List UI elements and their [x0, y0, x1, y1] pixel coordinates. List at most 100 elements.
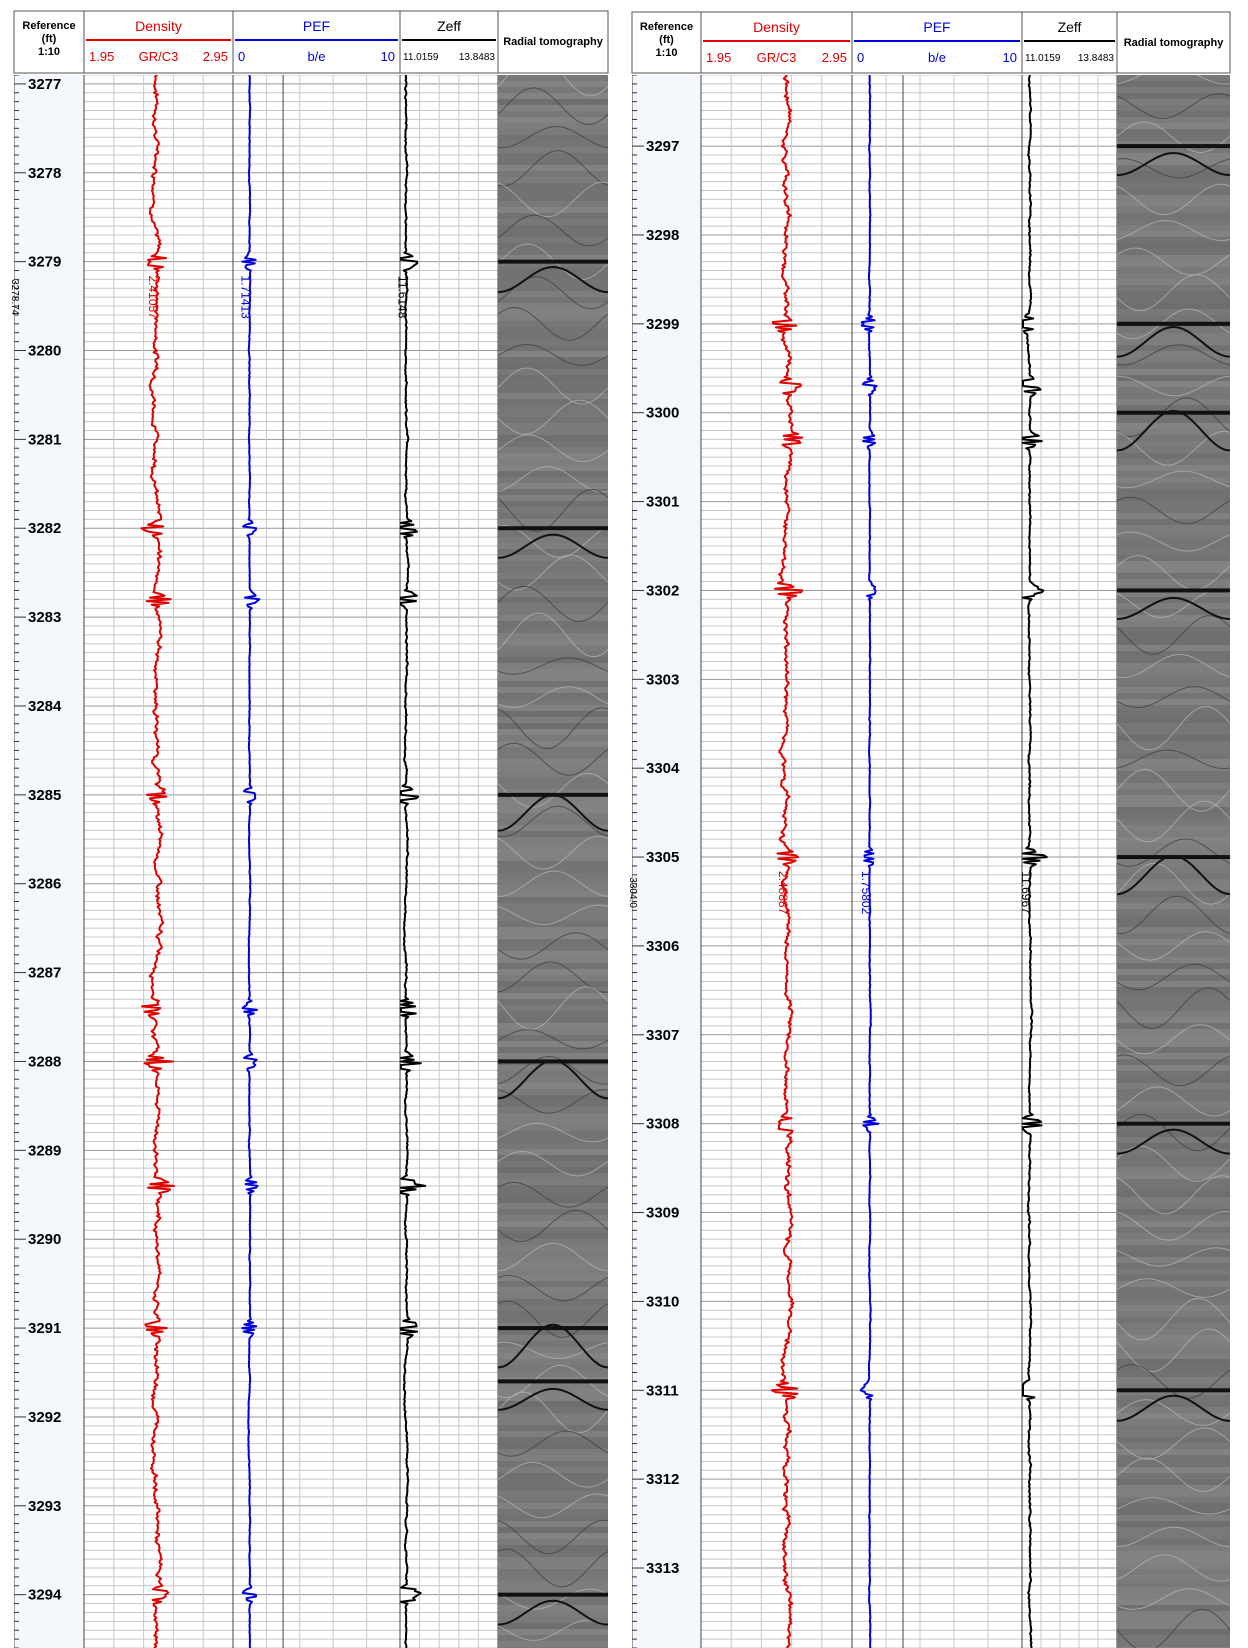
core-band: [1117, 141, 1230, 147]
core-band: [1117, 885, 1230, 891]
core-band: [1117, 1191, 1230, 1197]
core-band: [498, 603, 608, 609]
core-band: [498, 1071, 608, 1077]
core-band: [1117, 831, 1230, 837]
log-panel-left: Reference(ft)1:10 Density 1.95 GR/C3 2.95 PEF…: [9, 10, 609, 1648]
radial-tomography-image: [497, 75, 608, 1648]
core-band: [1117, 1047, 1230, 1053]
fracture-sine: [1116, 325, 1230, 358]
reference-unit: (ft): [42, 33, 57, 45]
core-band: [498, 1389, 608, 1395]
core-band: [1117, 357, 1230, 363]
core-band: [1117, 1023, 1230, 1029]
core-band: [498, 423, 608, 429]
core-band: [498, 753, 608, 759]
core-band: [1117, 705, 1230, 711]
density-readout: 2.48887: [776, 871, 790, 915]
core-band: [498, 309, 608, 315]
bedding-trace: [497, 466, 608, 493]
core-band: [498, 1137, 608, 1143]
core-band: [1117, 369, 1230, 375]
bedding-trace: [1116, 931, 1230, 961]
core-band: [1117, 813, 1230, 819]
core-band: [1117, 1155, 1230, 1161]
core-band: [498, 621, 608, 627]
core-band: [498, 117, 608, 123]
core-band: [1117, 609, 1230, 615]
bedding-trace: [497, 1391, 608, 1434]
core-band: [1117, 873, 1230, 879]
core-band: [1117, 387, 1230, 393]
core-band: [498, 1251, 608, 1257]
core-band: [498, 1107, 608, 1113]
core-band: [498, 1485, 608, 1491]
core-band: [498, 867, 608, 873]
depth-label-3277: 3277: [28, 76, 61, 93]
core-band: [498, 747, 608, 753]
log-body: 3297 3298 3299 3300 3301 3302 3303 3304 3305 3306…: [632, 75, 1230, 1648]
bedding-trace: [497, 1029, 608, 1050]
reference-column: [632, 75, 701, 1648]
core-band: [498, 723, 608, 729]
bedding-trace: [1116, 768, 1230, 812]
zeff-max-label: 13.8483: [1078, 53, 1115, 64]
core-band: [1117, 1509, 1230, 1515]
core-band: [498, 1269, 608, 1275]
core-band: [1117, 333, 1230, 339]
core-band: [1117, 801, 1230, 807]
core-band: [498, 183, 608, 189]
fracture-sine: [497, 1059, 608, 1100]
core-band: [498, 537, 608, 543]
depth-label-3288: 3288: [28, 1053, 61, 1070]
core-band: [1117, 1269, 1230, 1275]
core-band: [1117, 441, 1230, 447]
core-band: [1117, 1383, 1230, 1389]
core-band: [1117, 531, 1230, 537]
core-band: [498, 477, 608, 483]
core-band: [1117, 951, 1230, 957]
density-min-label: 1.95: [706, 50, 731, 65]
bedding-trace: [1116, 75, 1230, 85]
core-band: [498, 1191, 608, 1197]
core-band: [1117, 747, 1230, 753]
core-band: [498, 171, 608, 177]
reference-unit: (ft): [659, 34, 674, 46]
core-band: [498, 837, 608, 843]
core-band: [1117, 1215, 1230, 1221]
bedding-trace: [1116, 895, 1230, 935]
core-band: [1117, 255, 1230, 261]
core-band: [1117, 1431, 1230, 1437]
core-band: [1117, 213, 1230, 219]
core-band: [1117, 453, 1230, 459]
core-band: [498, 1635, 608, 1641]
core-band: [1117, 1449, 1230, 1455]
fracture-sine: [497, 793, 608, 832]
core-band: [498, 1419, 608, 1425]
core-band: [1117, 261, 1230, 267]
core-band: [498, 1575, 608, 1581]
core-band: [1117, 585, 1230, 591]
core-band: [1117, 837, 1230, 843]
core-band: [498, 1407, 608, 1413]
core-band: [498, 237, 608, 243]
core-band: [1117, 93, 1230, 99]
core-band: [1117, 825, 1230, 831]
bedding-trace: [1116, 555, 1230, 591]
core-band: [498, 1209, 608, 1215]
bedding-trace: [1116, 1526, 1230, 1548]
core-band: [498, 363, 608, 369]
core-band: [1117, 1101, 1230, 1107]
core-band: [1117, 207, 1230, 213]
core-fracture: [498, 526, 608, 531]
core-band: [498, 681, 608, 687]
reference-title: Reference: [22, 20, 75, 32]
core-band: [1117, 1053, 1230, 1059]
core-band: [498, 861, 608, 867]
core-band: [1117, 1275, 1230, 1281]
core-band: [1117, 1611, 1230, 1617]
core-band: [498, 345, 608, 351]
core-band: [1117, 1455, 1230, 1461]
core-band: [1117, 363, 1230, 369]
core-band: [1117, 549, 1230, 555]
bedding-trace: [1116, 121, 1230, 154]
